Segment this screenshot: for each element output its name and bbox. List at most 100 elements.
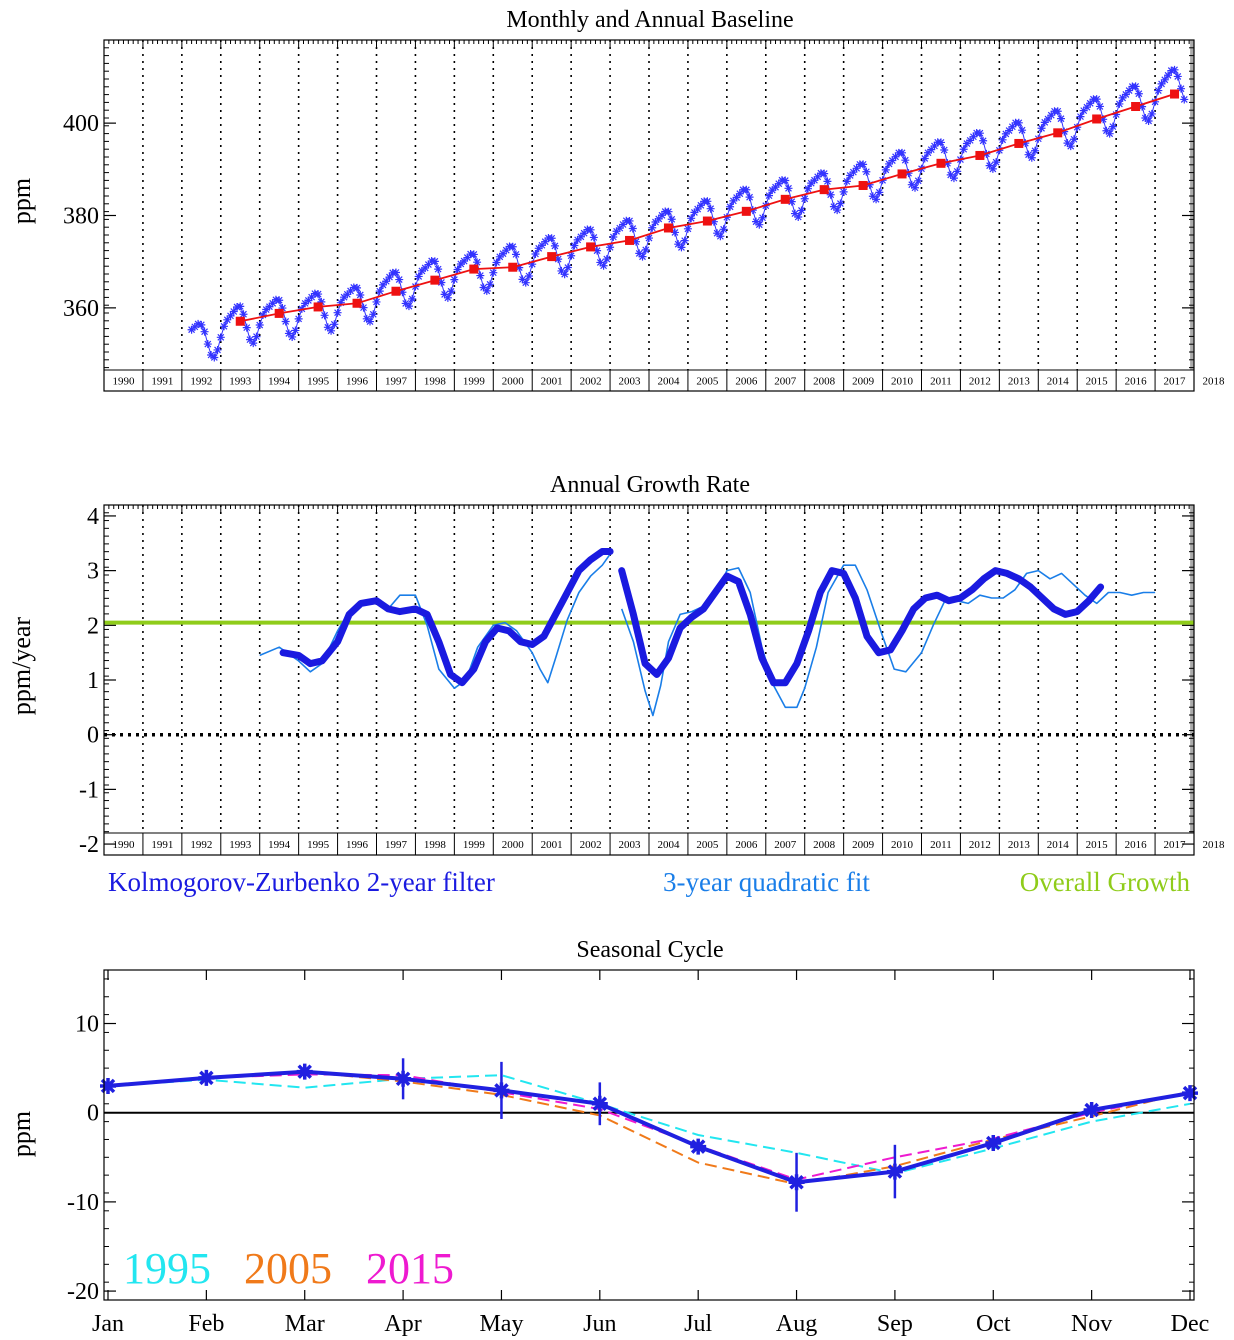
annual-point <box>780 194 790 204</box>
baseline-year-label: 2014 <box>1047 376 1070 388</box>
monthly-point <box>852 164 861 173</box>
monthly-point <box>670 228 679 237</box>
mean-point <box>100 1077 116 1094</box>
monthly-point <box>346 286 355 295</box>
monthly-point <box>268 299 277 308</box>
monthly-point <box>651 218 660 227</box>
monthly-point <box>612 227 621 236</box>
monthly-point <box>1167 66 1176 75</box>
growth-year-label: 1991 <box>151 839 173 851</box>
month-label-Jan: Jan <box>92 1311 124 1337</box>
annual-point <box>1014 138 1024 148</box>
monthly-point <box>911 183 920 192</box>
annual-point <box>235 316 245 326</box>
month-label-Sep: Sep <box>877 1311 913 1337</box>
monthly-point <box>200 327 209 336</box>
monthly-point <box>359 303 368 312</box>
monthly-point <box>563 263 572 272</box>
monthly-point <box>554 255 563 264</box>
growth-year-label: 2017 <box>1164 839 1187 851</box>
monthly-point <box>1105 129 1114 138</box>
baseline-year-label: 2016 <box>1125 376 1148 388</box>
monthly-point <box>907 180 916 189</box>
monthly-point <box>1076 112 1085 121</box>
baseline-year-label: 1990 <box>112 376 135 388</box>
monthly-point <box>992 158 1001 167</box>
month-label-Jul: Jul <box>684 1311 712 1337</box>
baseline-year-label: 2000 <box>502 376 525 388</box>
baseline-year-label: 1995 <box>307 376 330 388</box>
monthly-point <box>424 260 433 269</box>
annual-point <box>469 264 479 274</box>
monthly-point <box>197 320 206 329</box>
monthly-point <box>901 156 910 165</box>
monthly-point <box>930 142 939 150</box>
monthly-point <box>1125 86 1134 95</box>
baseline-year-label: 1992 <box>190 376 212 388</box>
monthly-point <box>985 161 994 170</box>
monthly-point <box>573 235 582 244</box>
growth-year-label: 1993 <box>229 839 252 851</box>
growth-year-label: 2012 <box>969 839 991 851</box>
monthly-point <box>696 201 705 210</box>
monthly-point <box>275 296 284 305</box>
monthly-point <box>567 251 576 260</box>
monthly-point <box>437 278 446 287</box>
monthly-point <box>1079 106 1088 115</box>
baseline-year-label: 2017 <box>1164 376 1187 388</box>
growth-year-label: 2008 <box>813 839 836 851</box>
monthly-point <box>998 135 1007 144</box>
baseline-frame <box>103 39 1195 392</box>
monthly-point <box>898 148 907 157</box>
monthly-point <box>687 214 696 223</box>
mean-point <box>296 1063 313 1080</box>
monthly-point <box>453 265 462 274</box>
monthly-point <box>330 320 339 329</box>
monthly-point <box>1066 142 1075 151</box>
growth-ytick-label--1: -1 <box>79 777 99 803</box>
baseline-year-label: 2011 <box>930 376 952 388</box>
monthly-point <box>859 160 868 169</box>
legend-kz-filter: Kolmogorov-Zurbenko 2-year filter <box>108 867 495 897</box>
monthly-point <box>456 259 465 268</box>
growth-year-label: 1995 <box>307 839 330 851</box>
monthly-point <box>619 220 628 229</box>
monthly-point <box>1056 114 1065 123</box>
annual-point <box>352 298 362 308</box>
monthly-point <box>1180 95 1189 104</box>
monthly-point <box>476 271 485 280</box>
growth-year-label: 1997 <box>385 839 408 851</box>
annual-point <box>625 235 635 245</box>
seasonal-frame <box>103 969 1195 1301</box>
monthly-point <box>1173 72 1182 81</box>
monthly-point <box>923 148 932 157</box>
monthly-point <box>236 302 245 311</box>
monthly-point <box>307 293 316 302</box>
monthly-point <box>1053 107 1062 116</box>
monthly-point <box>245 335 254 344</box>
monthly-point <box>1157 79 1166 88</box>
mean-point <box>198 1069 215 1086</box>
monthly-point <box>450 275 459 284</box>
monthly-point <box>674 240 683 249</box>
monthly-point <box>1170 65 1179 74</box>
baseline-year-label: 1993 <box>229 376 252 388</box>
seasonal-series-2015 <box>107 1073 1191 1181</box>
baseline-year-label: 2001 <box>541 376 563 388</box>
monthly-point <box>460 257 469 266</box>
monthly-point <box>323 323 332 332</box>
monthly-point <box>752 217 761 226</box>
monthly-point <box>301 299 310 308</box>
monthly-point <box>288 332 297 341</box>
monthly-point <box>278 304 287 313</box>
mean-point <box>690 1138 707 1155</box>
growth-shaded-region <box>1190 505 1194 833</box>
monthly-point <box>1118 93 1127 102</box>
monthly-point <box>846 171 855 180</box>
growth-ytick-label-1: 1 <box>87 668 99 694</box>
monthly-point <box>1018 126 1027 135</box>
monthly-point <box>534 244 543 253</box>
mean-seasonal-line <box>107 1069 1191 1185</box>
title-baseline: Monthly and Annual Baseline <box>506 7 793 33</box>
